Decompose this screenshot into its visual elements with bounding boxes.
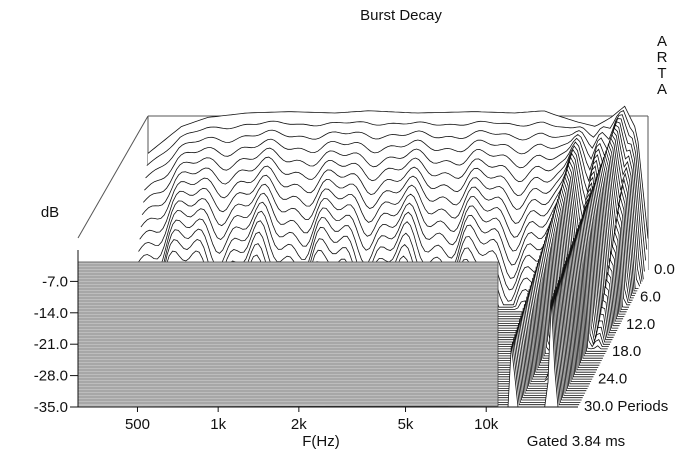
- frame-side-top-edge: [77, 115, 149, 239]
- z-axis-ticks: 0.0 6.0 12.0 18.0 24.0 30.0 Periods: [584, 261, 675, 415]
- y-axis-title: dB: [41, 204, 59, 221]
- y-tick-label: -28.0: [34, 368, 68, 385]
- z-tick-label: 6.0: [640, 288, 661, 305]
- y-tick-label: -14.0: [34, 305, 68, 322]
- x-tick-label: 500: [125, 416, 150, 433]
- x-tick-label: 1k: [210, 416, 226, 433]
- watermark-letter: A: [657, 33, 667, 50]
- decay-slices: [78, 105, 649, 408]
- z-tick-label: 12.0: [626, 316, 655, 333]
- gated-note: Gated 3.84 ms: [527, 433, 625, 450]
- x-tick-label: 2k: [291, 416, 307, 433]
- decay-slice: [141, 124, 643, 282]
- watermark-letter: R: [657, 49, 668, 66]
- watermark-letter: A: [657, 81, 667, 98]
- watermark-letter: T: [657, 65, 666, 82]
- decay-slice: [139, 130, 641, 287]
- decay-slice: [145, 114, 646, 261]
- decay-slice: [138, 133, 639, 289]
- z-tick-label: 18.0: [612, 343, 641, 360]
- decay-slice: [147, 105, 649, 239]
- decay-slice: [143, 121, 644, 280]
- y-axis-ticks: -7.0 -14.0 -21.0 -28.0 -35.0: [34, 250, 79, 416]
- x-tick-label: 10k: [474, 416, 499, 433]
- y-tick-label: -21.0: [34, 336, 68, 353]
- x-tick-label: 5k: [398, 416, 414, 433]
- y-tick-label: -35.0: [34, 399, 68, 416]
- z-tick-label: 0.0: [654, 261, 675, 278]
- x-axis-title: F(Hz): [302, 433, 340, 450]
- decay-slice: [140, 127, 642, 284]
- decay-slice: [146, 109, 648, 250]
- z-tick-label: 30.0 Periods: [584, 398, 668, 415]
- decay-slice: [136, 136, 638, 292]
- floor-plane: [77, 261, 499, 408]
- x-axis-ticks: 500 1k 2k 5k 10k: [78, 406, 578, 433]
- decay-slice: [144, 118, 645, 272]
- y-tick-label: -7.0: [42, 273, 68, 290]
- decay-slice: [135, 139, 637, 294]
- z-tick-label: 24.0: [598, 371, 627, 388]
- chart-title: Burst Decay: [360, 7, 442, 24]
